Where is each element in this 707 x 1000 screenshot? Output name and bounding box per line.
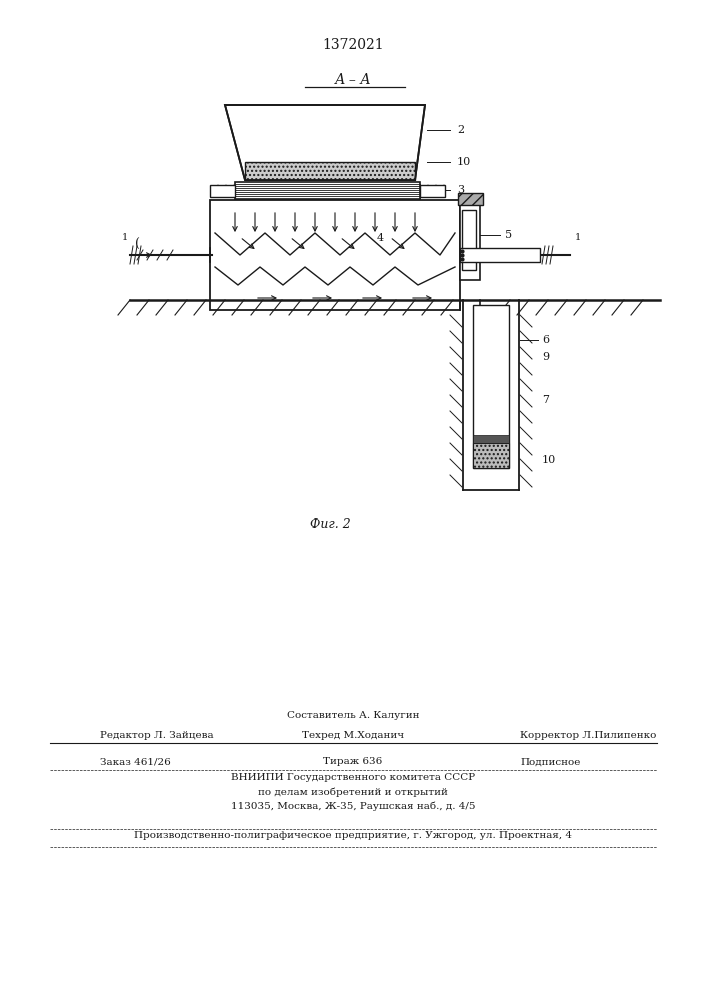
Text: Производственно-полиграфическое предприятие, г. Ужгород, ул. Проектная, 4: Производственно-полиграфическое предприя… (134, 830, 572, 840)
Text: 3: 3 (457, 185, 464, 195)
Bar (235, 182, 420, 200)
Text: 9: 9 (542, 352, 549, 362)
Text: 4: 4 (376, 233, 384, 243)
Text: (: ( (135, 237, 140, 250)
Text: 1: 1 (575, 233, 581, 242)
Text: 1372021: 1372021 (322, 38, 384, 52)
Text: 7: 7 (542, 395, 549, 405)
Polygon shape (225, 105, 425, 180)
Text: Подписное: Подписное (520, 758, 580, 766)
Bar (462, 210, 476, 270)
Text: Тираж 636: Тираж 636 (323, 758, 382, 766)
Text: ВНИИПИ Государственного комитета СССР: ВНИИПИ Государственного комитета СССР (231, 774, 475, 782)
Text: Редактор Л. Зайцева: Редактор Л. Зайцева (100, 730, 214, 740)
Bar (460, 248, 540, 262)
Bar (473, 443, 509, 468)
Text: 6: 6 (542, 335, 549, 345)
Text: А – А: А – А (334, 73, 371, 87)
Text: 1: 1 (122, 233, 128, 242)
Bar (420, 185, 445, 197)
Text: 113035, Москва, Ж-35, Раушская наб., д. 4/5: 113035, Москва, Ж-35, Раушская наб., д. … (230, 801, 475, 811)
Bar (473, 435, 509, 443)
Bar (210, 185, 235, 197)
Bar (473, 305, 509, 468)
Text: 10: 10 (457, 157, 472, 167)
Text: 5: 5 (505, 230, 512, 240)
Bar (460, 200, 480, 280)
Text: Техред М.Хoданич: Техред М.Хoданич (302, 730, 404, 740)
Text: 10: 10 (542, 455, 556, 465)
Text: 2: 2 (457, 125, 464, 135)
Bar (210, 200, 460, 310)
Bar (245, 162, 415, 180)
Text: Корректор Л.Пилипенко: Корректор Л.Пилипенко (520, 730, 656, 740)
Text: Заказ 461/26: Заказ 461/26 (100, 758, 171, 766)
Text: Фиг. 2: Фиг. 2 (310, 518, 351, 532)
Text: по делам изобретений и открытий: по делам изобретений и открытий (258, 787, 448, 797)
Bar (458, 193, 483, 205)
Text: Составитель А. Калугин: Составитель А. Калугин (287, 710, 419, 720)
